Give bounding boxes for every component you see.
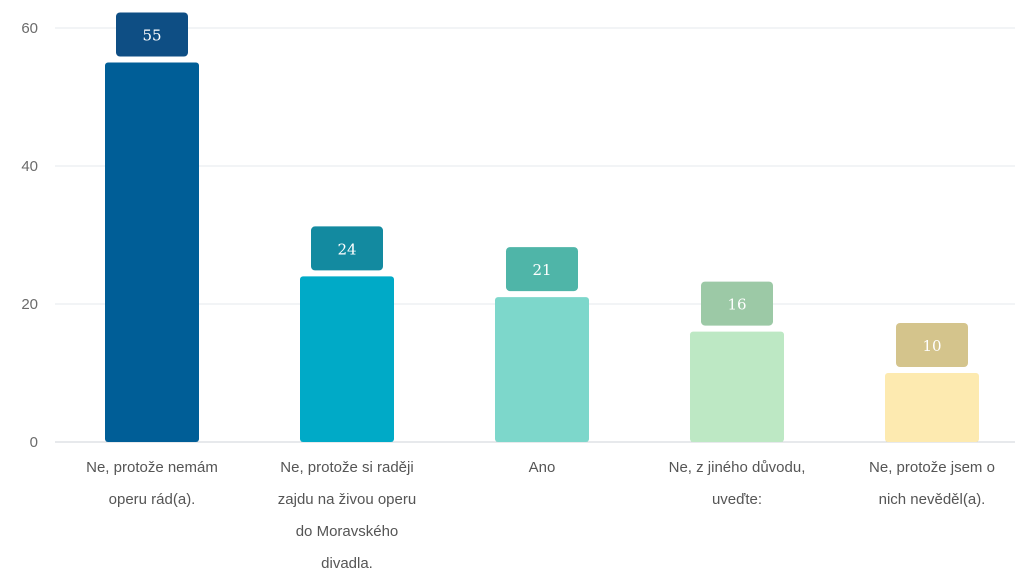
data-label-box: [116, 12, 188, 57]
data-label: 10: [922, 337, 941, 355]
y-tick-label: 60: [21, 20, 38, 37]
bar: [105, 62, 199, 442]
category-label: zajdu na živou operu: [278, 491, 416, 508]
category-label: uveďte:: [712, 491, 762, 508]
y-tick-label: 0: [30, 434, 38, 451]
category-label: Ano: [529, 459, 556, 476]
bar: [300, 276, 394, 442]
data-label-box: [701, 281, 773, 326]
category-label: do Moravského: [296, 523, 399, 540]
category-label: Ne, protože jsem o: [869, 459, 995, 476]
data-label: 24: [337, 240, 356, 258]
category-label: Ne, protože si raději: [280, 459, 413, 476]
data-label-box: [506, 247, 578, 292]
data-label: 21: [532, 261, 551, 279]
category-label: operu rád(a).: [109, 491, 196, 508]
category-label: divadla.: [321, 555, 373, 572]
y-tick-label: 20: [21, 296, 38, 313]
bar: [495, 297, 589, 442]
data-label: 55: [142, 27, 161, 45]
category-label: Ne, z jiného důvodu,: [669, 459, 806, 476]
bar: [690, 331, 784, 442]
data-label: 16: [727, 296, 746, 314]
category-label: Ne, protože nemám: [86, 459, 218, 476]
bar: [885, 373, 979, 442]
category-label: nich nevěděl(a).: [879, 491, 986, 508]
data-label-box: [896, 323, 968, 367]
data-label-box: [311, 226, 383, 271]
y-tick-label: 40: [21, 158, 38, 175]
